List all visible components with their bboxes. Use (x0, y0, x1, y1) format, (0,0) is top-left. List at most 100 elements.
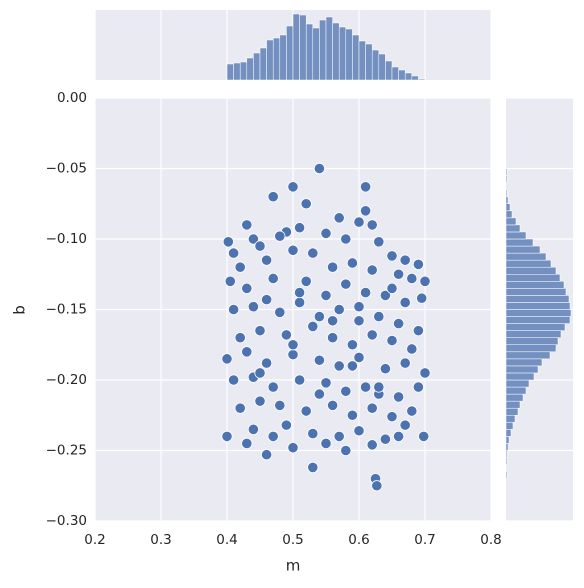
scatter-point (313, 162, 325, 175)
histogram-bar (505, 316, 571, 324)
scatter-point (287, 339, 299, 351)
scatter-point (359, 205, 372, 217)
scatter-point (386, 250, 398, 262)
scatter-point (260, 254, 273, 266)
histogram-bar (233, 62, 241, 81)
histogram-bar (338, 26, 347, 81)
scatter-point (333, 212, 345, 224)
scatter-point (353, 301, 365, 313)
histogram-bar (418, 78, 426, 81)
scatter-point (406, 272, 418, 285)
histogram-bar (371, 49, 380, 81)
scatter-point (228, 303, 240, 316)
scatter-point (416, 292, 428, 304)
histogram-bar (505, 344, 557, 353)
histogram-bar (279, 34, 287, 81)
scatter-point (254, 367, 266, 379)
scatter-point (287, 349, 299, 361)
scatter-point (399, 419, 411, 431)
scatter-point (399, 296, 411, 309)
scatter-point (359, 286, 372, 299)
histogram-bar (505, 252, 547, 261)
histogram-bar (352, 34, 360, 81)
scatter-point (254, 395, 266, 407)
scatter-point (353, 315, 365, 327)
histogram-bar (505, 436, 510, 444)
y-tick-label: −0.15 (46, 302, 87, 318)
scatter-point (287, 181, 299, 193)
x-tick-label: 0.5 (282, 532, 303, 548)
scatter-point (260, 449, 273, 461)
histogram-bar (312, 27, 320, 81)
scatter-point (412, 381, 424, 393)
histogram-bar (505, 175, 508, 183)
scatter-point (234, 261, 246, 273)
scatter-point (300, 198, 312, 210)
histogram-bar (505, 288, 567, 296)
scatter-point (320, 437, 332, 450)
scatter-point (379, 433, 391, 445)
histogram-bar (505, 400, 521, 409)
histogram-bar (286, 25, 294, 81)
scatter-point (293, 286, 306, 299)
scatter-point (379, 289, 391, 301)
scatter-point (326, 399, 339, 411)
histogram-bar (325, 16, 333, 81)
histogram-bar (385, 60, 393, 81)
scatter-point (313, 354, 325, 366)
scatter-point (247, 423, 259, 435)
histogram-bar (505, 189, 508, 197)
histogram-bar (319, 19, 327, 81)
histogram-bar (505, 372, 535, 381)
scatter-point (300, 275, 312, 287)
scatter-point (333, 430, 345, 442)
scatter-point (353, 216, 365, 228)
histogram-bar (266, 39, 274, 81)
scatter-point (373, 310, 385, 323)
scatter-point (346, 257, 358, 269)
histogram-bar (358, 40, 366, 81)
y-tick-label: −0.05 (46, 161, 87, 177)
scatter-point (392, 430, 405, 442)
histogram-bar (332, 22, 340, 81)
x-tick-label: 0.8 (480, 532, 501, 548)
scatter-point (366, 264, 378, 276)
scatter-point (307, 461, 319, 474)
histogram-bar (505, 224, 521, 233)
scatter-point (412, 325, 424, 337)
histogram-bar (505, 210, 513, 219)
histogram-bar (505, 393, 524, 402)
x-tick-label: 0.3 (150, 532, 171, 548)
histogram-bar (505, 231, 527, 240)
scatter-point (307, 320, 319, 333)
scatter-point (326, 315, 339, 327)
histogram-bar (505, 386, 527, 395)
histogram-bar (505, 309, 572, 317)
y-tick-label: −0.10 (46, 231, 87, 247)
histogram-bar (505, 457, 508, 465)
histogram-bar (505, 274, 561, 282)
scatter-point (326, 261, 339, 273)
histogram-bar (292, 13, 300, 81)
histogram-bar (505, 245, 541, 254)
scatter-point (241, 282, 253, 294)
histogram-bar (505, 407, 519, 416)
histogram-bar (398, 69, 406, 81)
scatter-point (366, 439, 378, 451)
scatter-point (366, 219, 378, 231)
scatter-point (333, 303, 345, 316)
histogram-bar (505, 450, 508, 458)
histogram-bar (505, 365, 539, 374)
scatter-point (419, 367, 431, 379)
histogram-bar (345, 28, 353, 81)
histogram-bar (505, 422, 514, 430)
scatter-point (399, 254, 411, 266)
histogram-bar (505, 196, 509, 204)
histogram-bar (239, 61, 248, 81)
histogram-bar (505, 203, 511, 212)
y-tick-label: −0.30 (46, 513, 87, 529)
scatter-point (247, 301, 259, 313)
scatter-point (359, 381, 372, 393)
scatter-point (412, 258, 424, 270)
scatter-point (406, 343, 418, 355)
